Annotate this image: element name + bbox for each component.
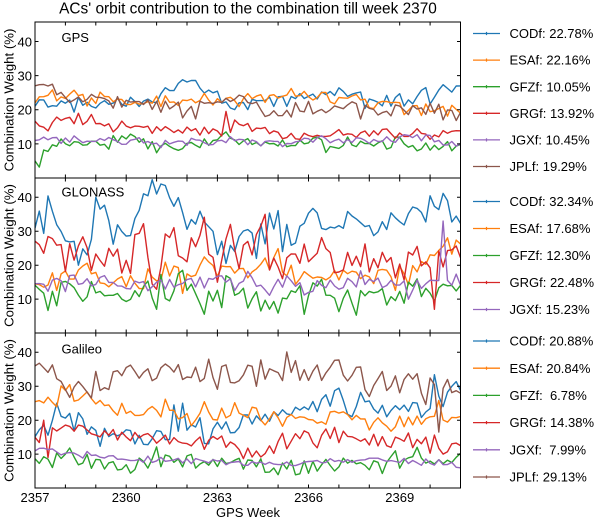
svg-text:30: 30 [18,379,32,394]
svg-text:40: 40 [18,34,32,49]
svg-text:Combination Weight (%): Combination Weight (%) [1,339,16,482]
svg-text:GFZf: 6.78%: GFZf: 6.78% [510,388,588,403]
svg-text:10: 10 [18,447,32,462]
svg-text:20: 20 [18,413,32,428]
svg-text:GRGf: 13.92%: GRGf: 13.92% [510,106,595,121]
svg-text:10: 10 [18,292,32,307]
svg-text:ESAf: 17.68%: ESAf: 17.68% [510,221,591,236]
svg-text:Galileo: Galileo [62,342,102,357]
svg-text:ESAf: 22.16%: ESAf: 22.16% [510,53,591,68]
svg-text:20: 20 [18,103,32,118]
svg-text:GFZf: 12.30%: GFZf: 12.30% [510,248,591,263]
svg-text:2366: 2366 [294,490,323,505]
svg-text:10: 10 [18,137,32,152]
svg-text:GPS Week: GPS Week [216,505,281,520]
svg-text:2369: 2369 [385,490,414,505]
svg-text:GRGf: 14.38%: GRGf: 14.38% [510,415,595,430]
svg-text:30: 30 [18,224,32,239]
svg-text:GFZf: 10.05%: GFZf: 10.05% [510,79,591,94]
svg-text:2363: 2363 [203,490,232,505]
svg-text:40: 40 [18,345,32,360]
svg-text:GPS: GPS [62,30,90,45]
svg-text:GRGf: 22.48%: GRGf: 22.48% [510,275,595,290]
svg-text:30: 30 [18,68,32,83]
svg-text:CODf: 32.34%: CODf: 32.34% [510,194,594,209]
svg-text:JPLf: 29.13%: JPLf: 29.13% [510,470,588,485]
svg-text:40: 40 [18,190,32,205]
svg-text:2357: 2357 [21,490,50,505]
svg-text:JGXf: 15.23%: JGXf: 15.23% [510,302,591,317]
svg-text:Combination Weight (%): Combination Weight (%) [1,184,16,327]
svg-text:JGXf: 10.45%: JGXf: 10.45% [510,133,591,148]
svg-text:2360: 2360 [112,490,141,505]
svg-text:20: 20 [18,258,32,273]
svg-text:GLONASS: GLONASS [62,185,125,200]
svg-text:ACs' orbit contribution to the: ACs' orbit contribution to the combinati… [59,0,437,17]
svg-text:JPLf: 19.29%: JPLf: 19.29% [510,159,588,174]
svg-text:Combination Weight (%): Combination Weight (%) [1,29,16,172]
svg-text:ESAf: 20.84%: ESAf: 20.84% [510,361,591,376]
svg-text:CODf: 22.78%: CODf: 22.78% [510,26,594,41]
svg-text:CODf: 20.88%: CODf: 20.88% [510,334,594,349]
svg-text:JGXf: 7.99%: JGXf: 7.99% [510,442,587,457]
